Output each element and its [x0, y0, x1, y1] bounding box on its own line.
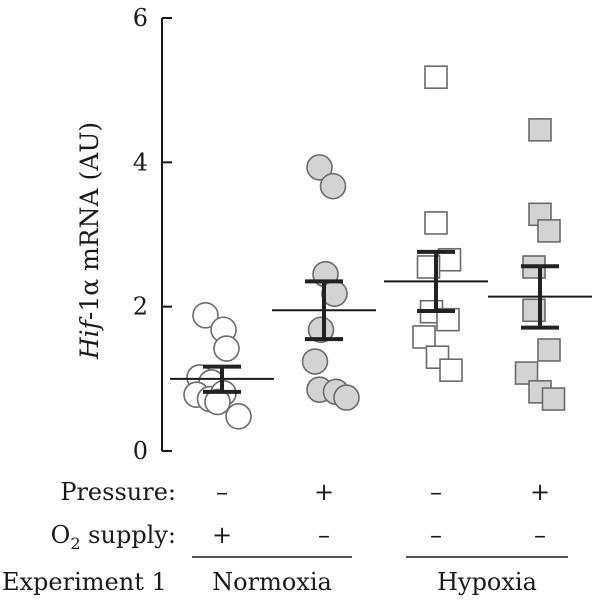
o2-label-main: O [51, 521, 71, 549]
data-point [528, 118, 552, 142]
y-tick-label: 0 [133, 437, 148, 465]
data-point [424, 211, 448, 235]
experiment-label: Experiment 1 [2, 568, 167, 596]
data-point [424, 65, 448, 89]
data-point [204, 388, 231, 416]
data-point [319, 172, 347, 200]
data-point [412, 325, 436, 349]
pressure-value: – [216, 478, 228, 506]
o2-supply-label: O2 supply: [51, 521, 176, 553]
data-point [213, 335, 240, 362]
o2-supply-value: + [212, 521, 232, 549]
data-point [225, 403, 252, 430]
data-point [537, 219, 561, 243]
pressure-value: – [430, 478, 442, 506]
data-point [537, 338, 561, 362]
y-tick-label: 6 [133, 4, 148, 32]
pressure-value: + [314, 478, 334, 506]
y-axis-label-rest: -1α mRNA (AU) [75, 122, 104, 320]
o2-label-subscript: 2 [70, 534, 80, 553]
o2-supply-value: – [430, 521, 442, 549]
pressure-value: + [530, 478, 550, 506]
data-point [301, 348, 329, 375]
data-point [436, 307, 460, 332]
group-label: Hypoxia [437, 568, 537, 596]
data-point [514, 361, 539, 385]
y-axis-label-gene: Hif [75, 316, 104, 360]
pressure-label: Pressure: [60, 478, 176, 506]
y-tick-label: 4 [133, 148, 148, 176]
y-axis-label: Hif-1α mRNA (AU) [75, 122, 104, 360]
data-point [307, 316, 335, 344]
o2-supply-value: – [534, 521, 546, 549]
data-point [192, 302, 219, 329]
data-point [439, 358, 463, 382]
y-tick-label: 2 [133, 293, 148, 321]
o2-label-rest: supply: [81, 521, 176, 549]
data-point [541, 387, 566, 411]
data-point [333, 384, 360, 411]
group-label: Normoxia [212, 568, 332, 596]
o2-supply-value: – [318, 521, 330, 549]
data-point [306, 154, 333, 181]
